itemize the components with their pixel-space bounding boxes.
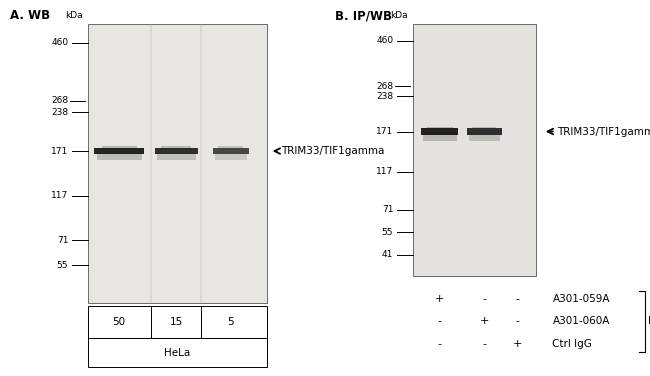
Text: -: - [515, 294, 520, 304]
Text: TRIM33/TIF1gamma: TRIM33/TIF1gamma [558, 126, 650, 136]
Bar [101, 146, 136, 149]
Text: 268: 268 [51, 97, 68, 105]
Text: 460: 460 [376, 36, 393, 45]
Text: 171: 171 [376, 127, 393, 136]
Text: A. WB: A. WB [10, 9, 50, 23]
Bar [213, 148, 248, 154]
Text: -: - [482, 294, 486, 304]
Text: 171: 171 [51, 147, 68, 156]
Bar [88, 306, 266, 338]
Text: -: - [438, 339, 442, 349]
Text: -: - [438, 317, 442, 326]
Bar [161, 146, 191, 149]
Bar [473, 127, 497, 129]
Text: 15: 15 [170, 317, 183, 327]
Text: +: + [513, 339, 523, 349]
Text: kDa: kDa [65, 11, 83, 20]
Text: IP: IP [649, 317, 650, 326]
Bar [413, 24, 536, 276]
Text: 55: 55 [382, 228, 393, 237]
Text: +: + [480, 317, 489, 326]
Text: 268: 268 [376, 82, 393, 91]
Text: 460: 460 [51, 38, 68, 47]
Text: A301-059A: A301-059A [552, 294, 610, 304]
Bar [423, 133, 456, 141]
Text: B. IP/WB: B. IP/WB [335, 9, 392, 23]
Text: -: - [515, 317, 520, 326]
Bar [88, 338, 266, 367]
Bar [469, 133, 500, 141]
Text: 238: 238 [376, 92, 393, 101]
Text: 71: 71 [382, 205, 393, 214]
Bar [427, 127, 453, 129]
Text: -: - [482, 339, 486, 349]
Bar [155, 148, 198, 154]
Text: 117: 117 [376, 167, 393, 176]
Bar [94, 148, 144, 154]
Text: HeLa: HeLa [164, 347, 190, 358]
Text: A301-060A: A301-060A [552, 317, 610, 326]
Bar [421, 129, 458, 135]
Text: Ctrl IgG: Ctrl IgG [552, 339, 592, 349]
Text: 5: 5 [227, 317, 234, 327]
Text: 71: 71 [57, 236, 68, 244]
Text: 55: 55 [57, 261, 68, 270]
Text: kDa: kDa [390, 11, 408, 20]
Text: +: + [436, 294, 445, 304]
Text: 238: 238 [51, 108, 68, 117]
Bar [218, 146, 243, 149]
Bar [88, 24, 266, 303]
Bar [157, 153, 196, 161]
Bar [214, 153, 247, 161]
Text: 50: 50 [112, 317, 125, 327]
Bar [467, 129, 502, 135]
Text: 41: 41 [382, 250, 393, 259]
Text: 117: 117 [51, 191, 68, 200]
Bar [96, 153, 142, 161]
Text: TRIM33/TIF1gamma: TRIM33/TIF1gamma [281, 146, 385, 156]
